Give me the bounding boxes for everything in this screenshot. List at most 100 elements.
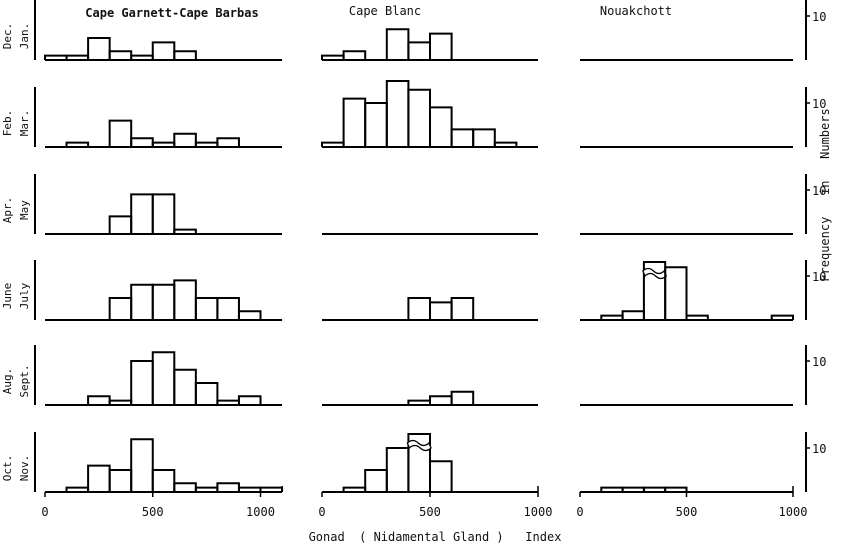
histogram-bar (151, 351, 176, 405)
x-tick-label: 0 (576, 505, 583, 519)
histogram-bar (216, 482, 240, 492)
histogram-bar (130, 137, 154, 147)
panel-row-3: June July 10 (1, 260, 826, 321)
x-tick-label: 0 (41, 505, 48, 519)
histogram-bar (685, 314, 709, 320)
panel-row-5: Oct. Nov. 10 (1, 432, 826, 493)
period-label-line1: June (1, 283, 14, 310)
histogram-bar (450, 128, 475, 147)
x-axes: 0 500 1000 0 500 1000 0 500 1000 (41, 486, 807, 519)
period-label-line1: Feb. (1, 110, 14, 137)
x-axis-label: Gonad ( Nidamental Gland ) Index (309, 530, 562, 544)
histogram-bar (65, 141, 90, 147)
right-axis-tick-label: 10 (812, 442, 826, 456)
histogram-bar (173, 228, 197, 234)
period-label-line1: Aug. (1, 368, 14, 395)
histogram-bar (216, 297, 240, 320)
histogram-bar (407, 297, 431, 320)
x-tick-label: 0 (318, 505, 325, 519)
histogram-bar (621, 310, 645, 320)
panel-row-0: Dec. Jan. 10 (1, 0, 826, 61)
histogram-bar (151, 193, 176, 234)
histogram-bar (237, 310, 262, 320)
right-axis-tick-label: 10 (812, 270, 826, 284)
histogram-bar (237, 395, 262, 405)
histogram-bar (151, 469, 176, 492)
right-axis-tick-label: 10 (812, 355, 826, 369)
x-tick-label: 1000 (246, 505, 275, 519)
histogram-bar (429, 32, 453, 60)
x-tick-label: 500 (676, 505, 698, 519)
histogram-bar (342, 97, 367, 147)
period-label-line2: May (18, 200, 31, 220)
histogram-bar (493, 141, 518, 147)
histogram-bar (173, 50, 197, 60)
histogram-bar (407, 41, 431, 60)
histogram-bar (108, 469, 133, 492)
axis-break-marker (642, 267, 667, 280)
histogram-bar (87, 464, 111, 492)
histogram-bar (429, 395, 453, 405)
histogram-bar (385, 80, 410, 147)
histogram-bar (664, 486, 688, 492)
histogram-bar (194, 382, 219, 405)
histogram-bar (151, 41, 176, 60)
right-axis-tick-label: 10 (812, 97, 826, 111)
histogram-bar (87, 37, 111, 60)
period-label-line2: Mar. (18, 110, 31, 137)
period-label-line2: July (18, 282, 31, 309)
histogram-bar (429, 460, 453, 492)
x-tick-label: 500 (142, 505, 164, 519)
histogram-bar (87, 395, 111, 405)
panel-row-4: Aug. Sept. 10 (1, 345, 826, 406)
histogram-bar (108, 297, 133, 320)
right-axis-tick-label: 10 (812, 184, 826, 198)
period-label-line2: Jan. (18, 23, 31, 50)
x-tick-label: 1000 (779, 505, 808, 519)
histogram-bar (173, 132, 197, 147)
column-titles: Cape Garnett-Cape Barbas Cape Blanc Noua… (85, 4, 672, 20)
panel-row-1: Feb. Mar. 10 (1, 80, 826, 148)
histogram-bar (173, 368, 197, 405)
panel-row-2: Apr. May 10 (1, 174, 826, 235)
column-title-cgcb: Cape Garnett-Cape Barbas (85, 6, 258, 20)
histogram-bar (770, 314, 794, 320)
histogram-bar (173, 482, 197, 492)
histogram-bar (130, 438, 154, 492)
histogram-bar (194, 297, 219, 320)
histogram-bar (664, 266, 688, 320)
histogram-bar (108, 119, 133, 147)
histogram-bar (108, 215, 133, 234)
histogram-bar (450, 390, 475, 405)
x-tick-label: 500 (419, 505, 441, 519)
histogram-bar (130, 283, 154, 320)
y-axis-label: Frequency in Numbers (818, 108, 832, 281)
period-label-line2: Nov. (18, 455, 31, 482)
period-label-line1: Dec. (1, 23, 14, 50)
histogram-bar (364, 102, 388, 147)
histogram-bar (130, 360, 154, 405)
x-tick-label: 1000 (524, 505, 553, 519)
histogram-bar (364, 469, 388, 492)
histogram-bar (385, 28, 410, 60)
histogram-bar (173, 279, 197, 320)
histogram-bar (385, 447, 410, 492)
column-title-cb: Cape Blanc (349, 4, 421, 18)
histogram-bar (429, 301, 453, 320)
histogram-bar (216, 137, 240, 147)
histogram-bar (450, 297, 475, 320)
axis-break-marker (406, 439, 432, 452)
period-label-line1: Oct. (1, 455, 14, 482)
histogram-bar (151, 283, 176, 320)
histogram-bar (429, 106, 453, 147)
period-label-line1: Apr. (1, 197, 14, 224)
histogram-bar (342, 50, 367, 60)
column-title-nk: Nouakchott (600, 4, 672, 18)
period-label-line2: Sept. (18, 364, 31, 397)
histogram-bar (130, 193, 154, 234)
right-axis-tick-label: 10 (812, 10, 826, 24)
histogram-bar (472, 128, 496, 147)
histogram-bar (108, 50, 133, 60)
